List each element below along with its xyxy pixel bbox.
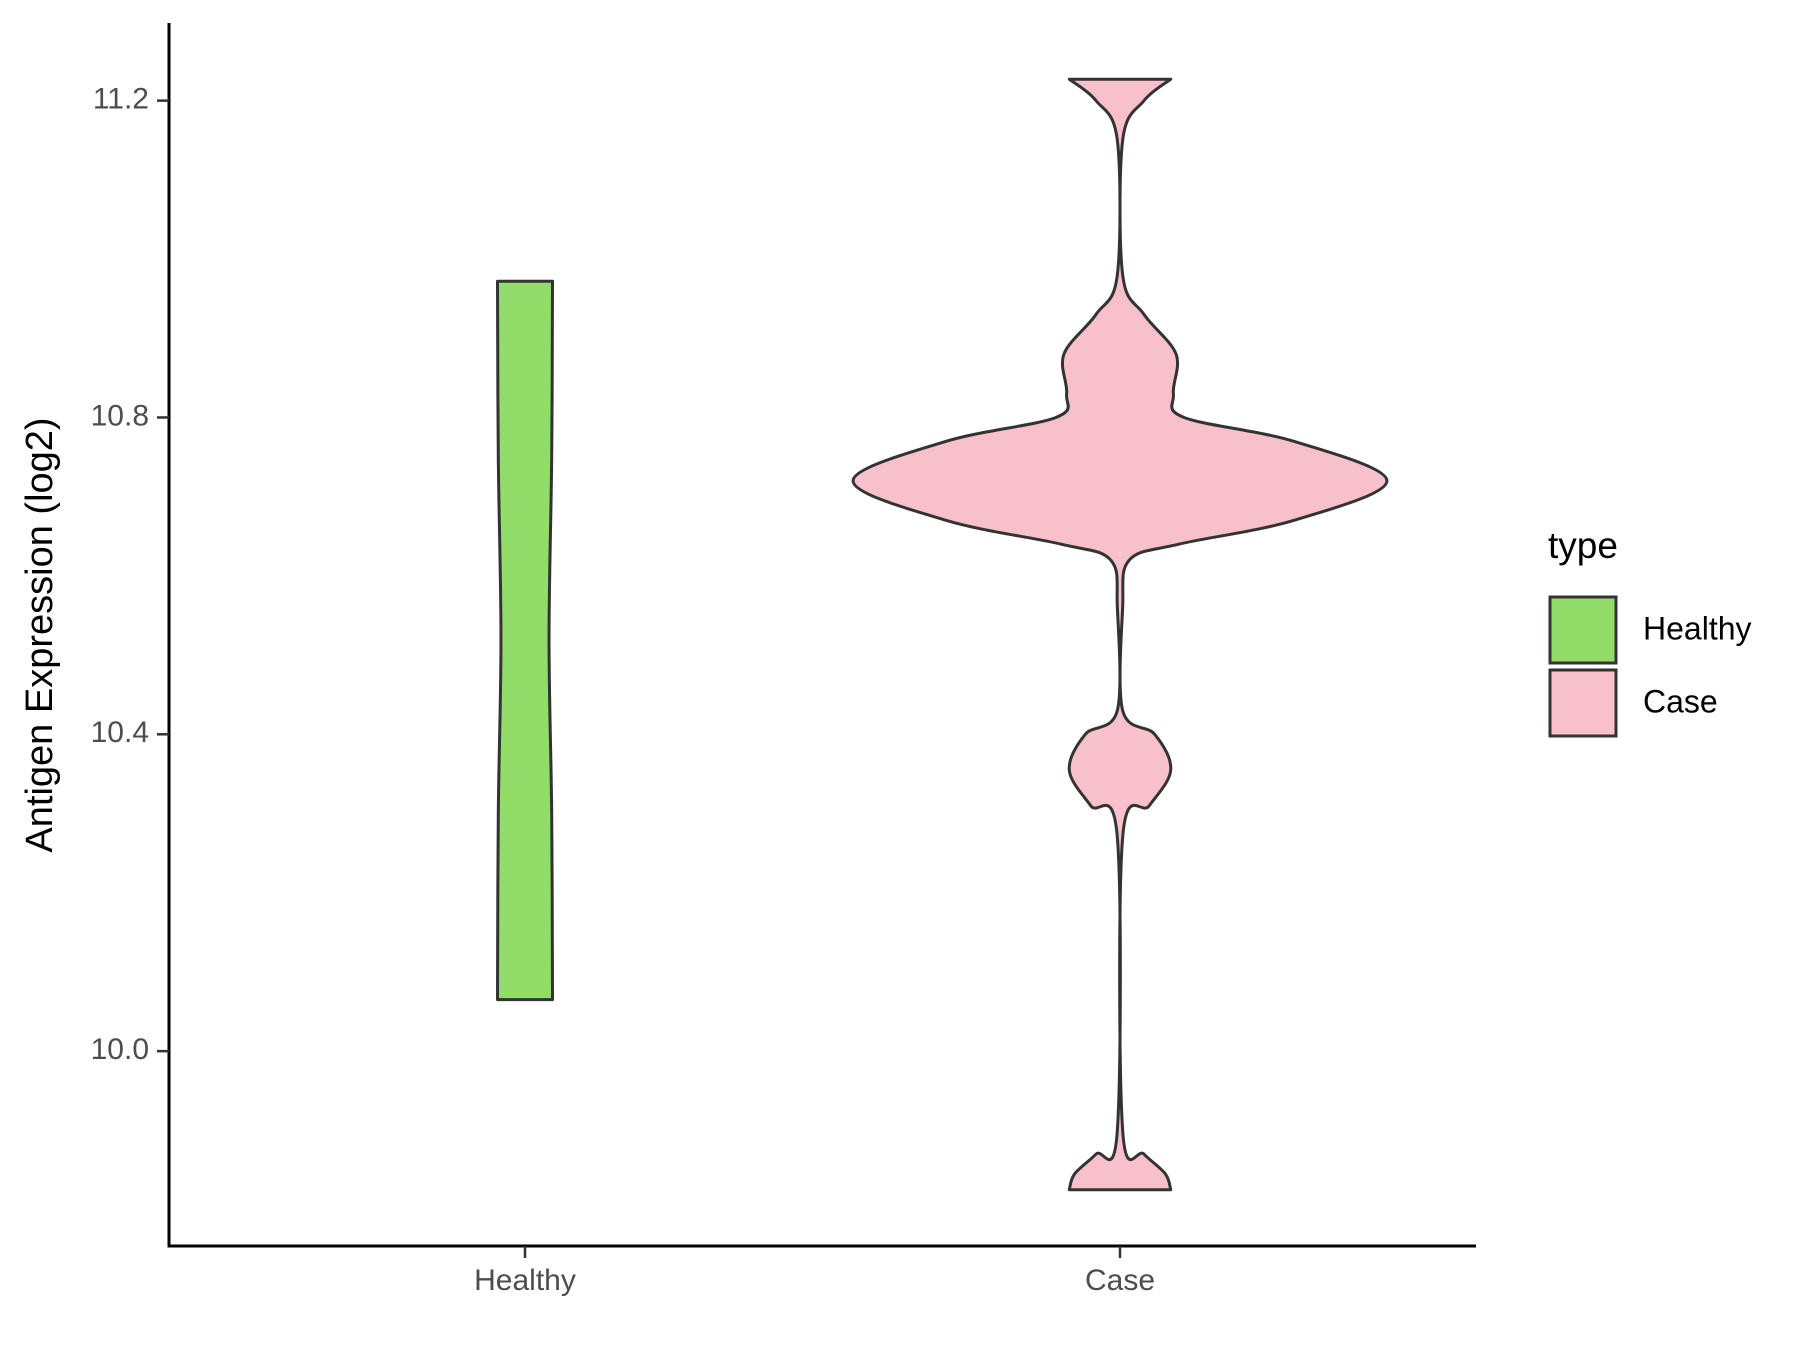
- x-tick-label: Case: [1085, 1264, 1155, 1297]
- legend-key: [1548, 595, 1618, 665]
- legend-label: Healthy: [1643, 610, 1752, 646]
- legend-label: Case: [1643, 683, 1718, 719]
- y-tick-label: 10.4: [91, 716, 149, 749]
- y-axis-title: Antigen Expression (log2): [19, 417, 61, 852]
- y-tick-label: 10.0: [91, 1033, 149, 1066]
- violin: [495, 279, 555, 1002]
- x-tick-label: Healthy: [474, 1264, 576, 1297]
- legend-title: type: [1548, 525, 1618, 566]
- violin: [851, 77, 1389, 1192]
- y-tick-label: 10.8: [91, 399, 149, 432]
- legend-key: [1548, 668, 1618, 738]
- y-tick-label: 11.2: [93, 83, 149, 116]
